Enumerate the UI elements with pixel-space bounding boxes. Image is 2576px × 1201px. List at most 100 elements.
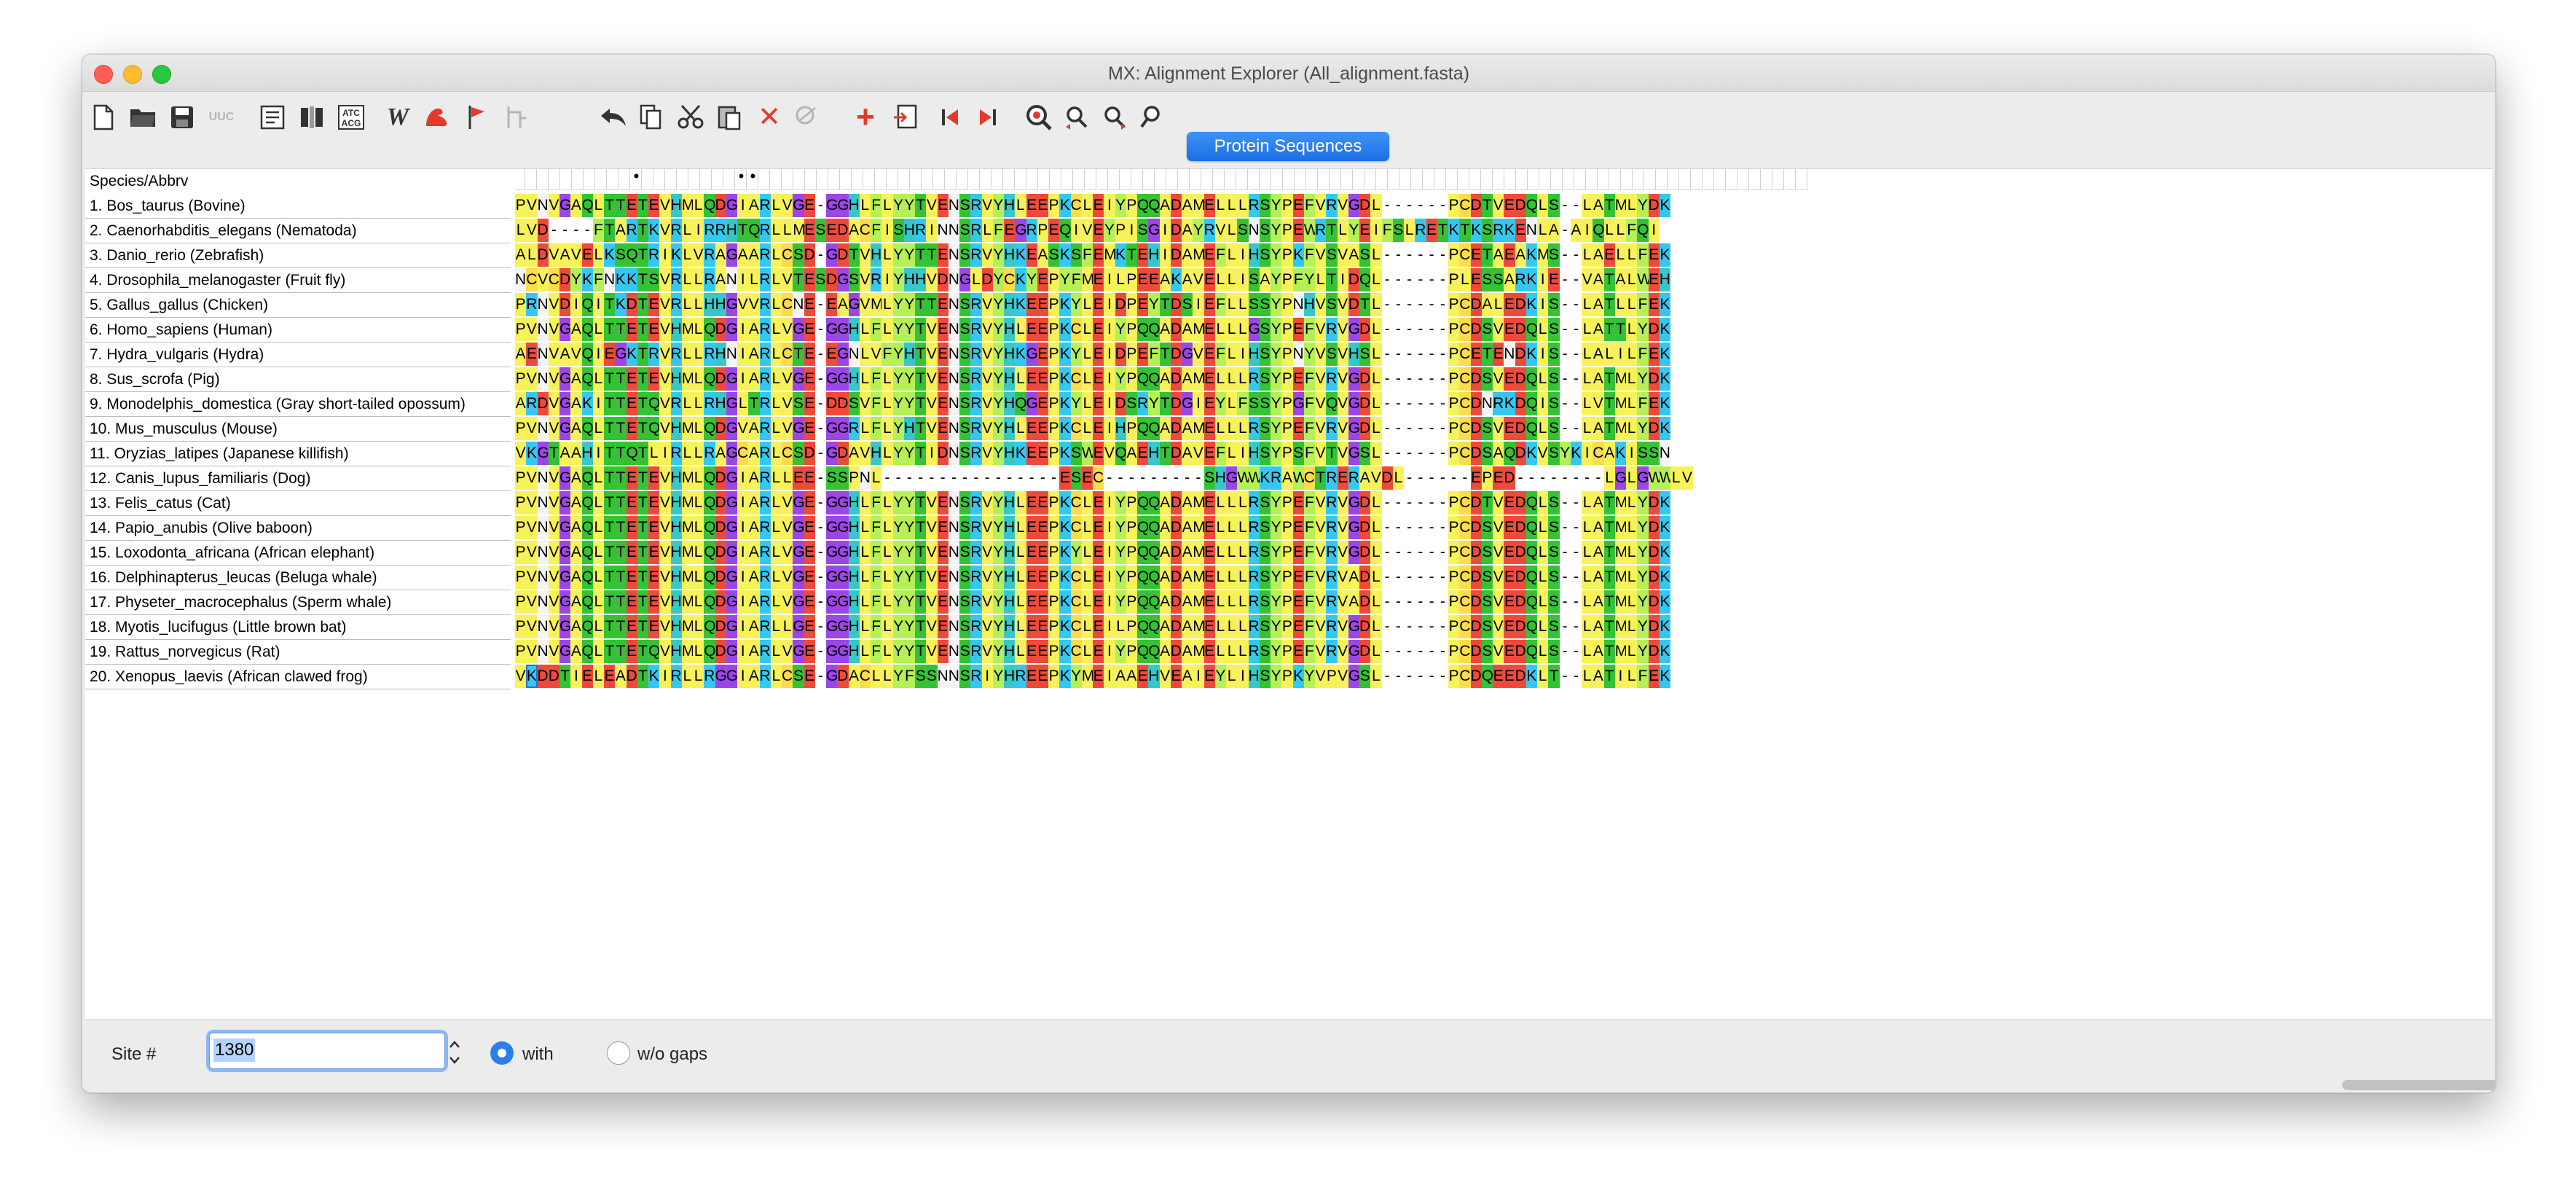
residue-cell[interactable]: P: [1126, 367, 1137, 391]
residue-cell[interactable]: R: [648, 343, 660, 366]
residue-cell[interactable]: I: [570, 293, 582, 316]
residue-cell[interactable]: Q: [704, 491, 716, 515]
residue-cell[interactable]: V: [981, 417, 993, 440]
residue-cell[interactable]: E: [626, 615, 637, 638]
residue-cell[interactable]: F: [871, 615, 882, 638]
residue-cell[interactable]: G: [1182, 392, 1193, 415]
residue-cell[interactable]: L: [693, 541, 704, 564]
residue-cell[interactable]: V: [1493, 367, 1504, 391]
residue-cell[interactable]: -: [892, 466, 904, 490]
web-icon[interactable]: W: [386, 103, 409, 130]
residue-cell[interactable]: A: [1182, 367, 1193, 391]
residue-cell[interactable]: A: [1159, 615, 1171, 638]
residue-cell[interactable]: P: [1281, 615, 1293, 638]
residue-cell[interactable]: V: [1104, 442, 1115, 465]
residue-cell[interactable]: R: [759, 343, 771, 366]
residue-cell[interactable]: -: [1404, 293, 1415, 316]
residue-cell[interactable]: Y: [1271, 243, 1282, 267]
residue-cell[interactable]: G: [826, 367, 838, 391]
residue-cell[interactable]: R: [1326, 640, 1338, 663]
residue-cell[interactable]: D: [1470, 392, 1482, 415]
residue-cell[interactable]: E: [626, 367, 637, 391]
residue-cell[interactable]: H: [1004, 640, 1016, 663]
residue-cell[interactable]: A: [1504, 268, 1515, 292]
residue-cell[interactable]: D: [1115, 392, 1126, 415]
residue-cell[interactable]: I: [1193, 293, 1204, 316]
residue-cell[interactable]: S: [1259, 590, 1271, 614]
residue-cell[interactable]: L: [1626, 640, 1638, 663]
residue-cell[interactable]: T: [615, 516, 627, 539]
residue-cell[interactable]: L: [859, 541, 871, 564]
residue-cell[interactable]: L: [1614, 243, 1626, 267]
residue-cell[interactable]: T: [604, 566, 616, 589]
residue-cell[interactable]: -: [1426, 417, 1437, 440]
residue-cell[interactable]: P: [1048, 194, 1060, 217]
residue-cell[interactable]: L: [1214, 615, 1226, 638]
residue-cell[interactable]: E: [1292, 590, 1304, 614]
residue-cell[interactable]: Y: [892, 243, 904, 267]
residue-cell[interactable]: V: [548, 243, 559, 267]
residue-cell[interactable]: T: [1603, 268, 1615, 292]
residue-cell[interactable]: V: [526, 219, 538, 242]
residue-cell[interactable]: T: [1603, 640, 1615, 663]
residue-cell[interactable]: F: [1214, 442, 1226, 465]
residue-cell[interactable]: W: [1648, 466, 1662, 490]
residue-cell[interactable]: -: [1392, 640, 1404, 663]
residue-cell[interactable]: S: [1248, 268, 1260, 292]
residue-cell[interactable]: V: [1493, 541, 1504, 564]
residue-cell[interactable]: Y: [992, 442, 1004, 465]
residue-cell[interactable]: T: [915, 491, 927, 515]
residue-cell[interactable]: E: [1648, 293, 1660, 316]
residue-cell[interactable]: V: [748, 293, 760, 316]
residue-cell[interactable]: G: [793, 318, 805, 341]
residue-cell[interactable]: Y: [892, 442, 904, 465]
residue-cell[interactable]: K: [670, 243, 682, 267]
species-name[interactable]: 11. Oryzias_latipes (Japanese killifish): [85, 442, 511, 466]
residue-cell[interactable]: M: [871, 293, 884, 316]
residue-cell[interactable]: V: [981, 442, 993, 465]
residue-cell[interactable]: E: [1648, 665, 1660, 688]
residue-cell[interactable]: P: [1126, 541, 1137, 564]
residue-cell[interactable]: G: [1026, 392, 1038, 415]
residue-cell[interactable]: P: [515, 640, 527, 663]
residue-cell[interactable]: Q: [1504, 442, 1516, 465]
residue-cell[interactable]: L: [770, 219, 782, 242]
residue-cell[interactable]: K: [1525, 442, 1537, 465]
residue-cell[interactable]: L: [1214, 640, 1226, 663]
residue-cell[interactable]: E: [804, 491, 815, 515]
residue-cell[interactable]: A: [515, 392, 527, 415]
residue-cell[interactable]: Y: [992, 516, 1004, 539]
residue-cell[interactable]: M: [1193, 615, 1206, 638]
residue-cell[interactable]: -: [1404, 566, 1415, 589]
residue-cell[interactable]: D: [1170, 417, 1182, 440]
residue-cell[interactable]: L: [1626, 516, 1638, 539]
residue-cell[interactable]: N: [1292, 343, 1304, 366]
residue-cell[interactable]: L: [1015, 367, 1026, 391]
residue-cell[interactable]: Q: [1525, 318, 1538, 341]
residue-cell[interactable]: -: [1426, 442, 1437, 465]
residue-cell[interactable]: -: [1392, 293, 1404, 316]
residue-cell[interactable]: E: [804, 293, 815, 316]
residue-cell[interactable]: L: [681, 392, 693, 415]
residue-cell[interactable]: V: [1081, 219, 1093, 242]
residue-cell[interactable]: S: [814, 268, 826, 292]
residue-cell[interactable]: Y: [903, 516, 915, 539]
residue-cell[interactable]: -: [1182, 466, 1193, 490]
residue-cell[interactable]: E: [1203, 665, 1215, 688]
residue-cell[interactable]: L: [1015, 566, 1026, 589]
residue-cell[interactable]: V: [1315, 392, 1327, 415]
residue-cell[interactable]: R: [970, 293, 982, 316]
residue-cell[interactable]: I: [1193, 665, 1204, 688]
residue-cell[interactable]: C: [526, 268, 538, 292]
residue-cell[interactable]: L: [592, 541, 604, 564]
residue-cell[interactable]: T: [615, 392, 627, 415]
residue-cell[interactable]: D: [1470, 442, 1482, 465]
residue-cell[interactable]: N: [1659, 442, 1670, 465]
residue-cell[interactable]: C: [1459, 615, 1471, 638]
residue-cell[interactable]: R: [759, 640, 771, 663]
residue-cell[interactable]: E: [1648, 343, 1660, 366]
residue-cell[interactable]: V: [1315, 491, 1327, 515]
residue-cell[interactable]: A: [1182, 665, 1193, 688]
residue-cell[interactable]: P: [1448, 194, 1460, 217]
residue-cell[interactable]: L: [693, 516, 704, 539]
